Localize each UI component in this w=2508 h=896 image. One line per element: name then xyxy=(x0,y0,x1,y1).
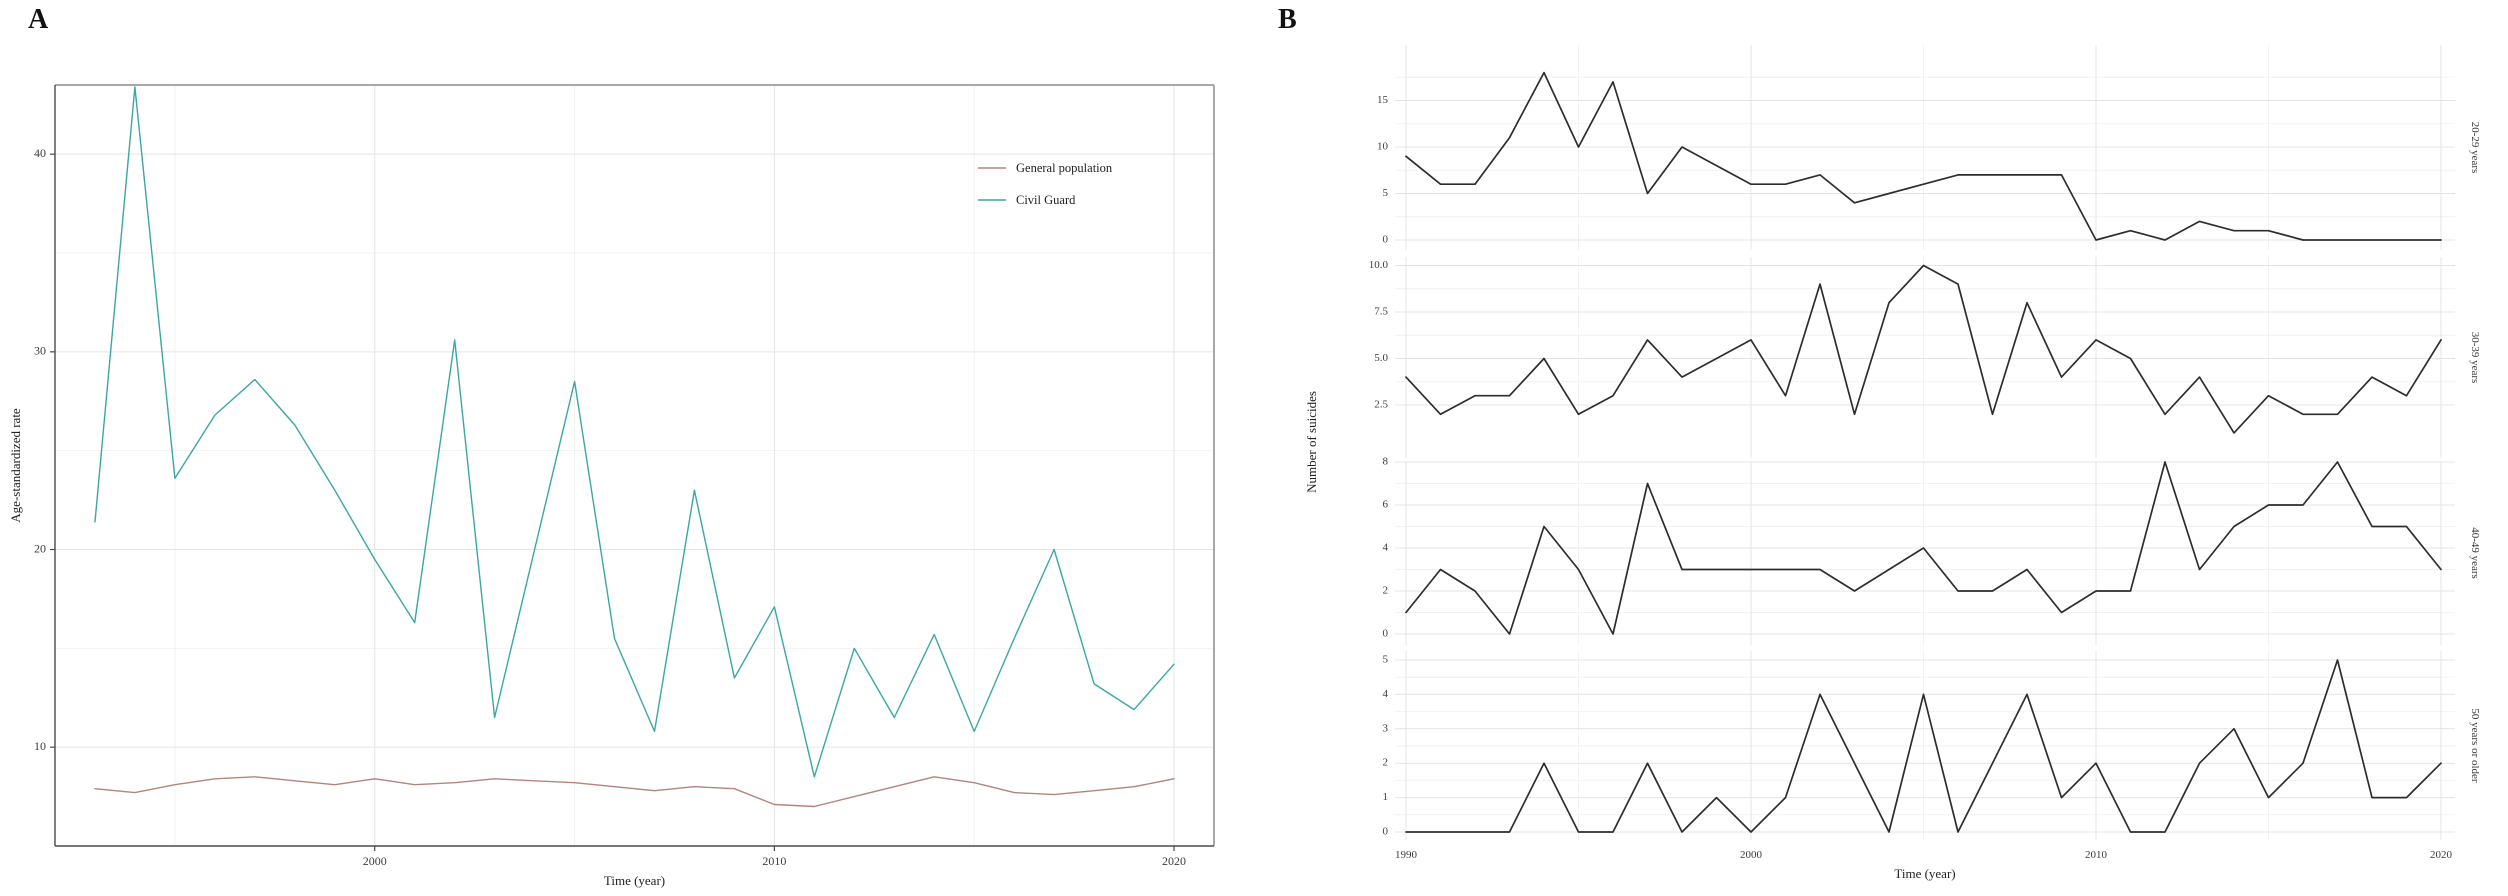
facet-strip-label-20-29-years: 20-29 years xyxy=(2469,122,2481,174)
panel-a-major-gridlines xyxy=(55,85,1214,846)
facet-strip-label-40-49-years: 40-49 years xyxy=(2469,527,2481,579)
panel-a-legend: General population Civil Guard xyxy=(978,161,1113,207)
panel-b-x-tick: 2020 xyxy=(2430,849,2453,861)
panel-a-y-tick: 40 xyxy=(34,146,46,160)
facet-50-years-or-older: 0 1 2 3 4 5 50 years or older xyxy=(1383,651,2481,840)
facet-y-tick: 4 xyxy=(1383,688,1389,700)
facet-y-tick: 6 xyxy=(1383,499,1389,511)
facet-y-tick: 5 xyxy=(1383,187,1389,199)
facet-y-tick: 0 xyxy=(1383,234,1389,246)
facet-y-tick: 10 xyxy=(1377,141,1389,153)
facet-y-tick: 1 xyxy=(1383,791,1389,803)
facet-y-tick: 10.0 xyxy=(1369,259,1389,271)
facet-major-gridlines xyxy=(1395,651,2455,840)
panel-a-x-axis-title: Time (year) xyxy=(604,873,665,888)
panel-a-y-tick: 20 xyxy=(34,541,46,555)
panel-a-x-tick: 2020 xyxy=(1162,854,1186,868)
panel-a-axes-labels: 10 20 30 40 2000 2010 2020 Time (year) Age-stand… xyxy=(8,146,1186,888)
panel-b-x-axis-title: Time (year) xyxy=(1894,866,1955,881)
series-line-30-39-years xyxy=(1405,264,2442,434)
facet-20-29-years: 0 5 10 15 20-29 years xyxy=(1377,45,2481,250)
facet-minor-gridlines xyxy=(1395,461,2455,645)
panel-a-letter: A xyxy=(28,4,49,35)
facet-strip-label-30-39-years: 30-39 years xyxy=(2469,332,2481,384)
facet-y-tick: 2.5 xyxy=(1374,399,1388,411)
facet-y-tick: 5 xyxy=(1383,654,1389,666)
legend-label-general-population: General population xyxy=(1016,161,1113,175)
series-line-50-years-or-older xyxy=(1405,659,2442,833)
facet-y-tick: 5.0 xyxy=(1374,352,1388,364)
facet-major-gridlines xyxy=(1395,257,2455,458)
panel-a-y-tick: 30 xyxy=(34,344,46,358)
series-line-civil-guard xyxy=(94,86,1175,778)
facet-major-gridlines xyxy=(1395,45,2455,250)
series-line-general-population xyxy=(94,776,1175,808)
panel-a-y-axis-title: Age-standardized rate xyxy=(8,408,23,523)
facet-y-tick: 8 xyxy=(1383,456,1389,468)
facet-minor-gridlines xyxy=(1395,257,2455,458)
facet-strip-label-50-years-or-older: 50 years or older xyxy=(2469,708,2481,783)
panel-b-x-tick: 2010 xyxy=(2085,849,2108,861)
facet-y-tick: 15 xyxy=(1377,94,1389,106)
panel-a-x-tick: 2010 xyxy=(762,854,786,868)
facet-minor-gridlines xyxy=(1395,651,2455,840)
facet-y-tick: 3 xyxy=(1383,722,1389,734)
facet-y-tick: 2 xyxy=(1383,585,1389,597)
panel-a-y-tick: 10 xyxy=(34,739,46,753)
facet-y-tick: 0 xyxy=(1383,628,1389,640)
panel-b-letter: B xyxy=(1278,4,1297,35)
series-line-20-29-years xyxy=(1405,71,2442,241)
facet-y-tick: 2 xyxy=(1383,757,1389,769)
facet-y-tick: 0 xyxy=(1383,826,1389,838)
legend-label-civil-guard: Civil Guard xyxy=(1016,193,1076,207)
panel-a-minor-gridlines xyxy=(55,85,1214,846)
series-line-40-49-years xyxy=(1405,461,2442,635)
panel-b-x-tick: 1990 xyxy=(1395,849,1418,861)
panel-a-x-tick: 2000 xyxy=(363,854,387,868)
panel-a-border xyxy=(54,84,1215,847)
panel-b-y-axis-title: Number of suicides xyxy=(1304,391,1319,493)
facet-major-gridlines xyxy=(1395,461,2455,645)
facet-40-49-years: 0 2 4 6 8 40-49 years xyxy=(1383,456,2481,645)
facet-30-39-years: 2.5 5.0 7.5 10.0 30-39 years xyxy=(1369,257,2481,458)
panel-b-x-tick: 2000 xyxy=(1740,849,1763,861)
facet-y-tick: 7.5 xyxy=(1374,306,1388,318)
facet-y-tick: 4 xyxy=(1383,542,1389,554)
